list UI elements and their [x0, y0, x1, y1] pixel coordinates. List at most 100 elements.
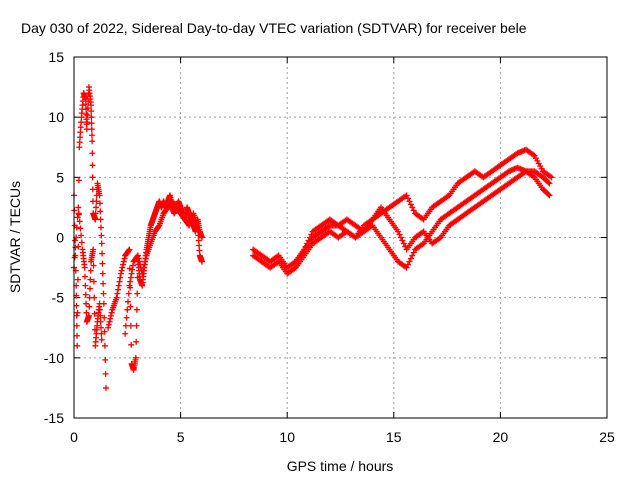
data-point-fill — [409, 204, 416, 211]
data-point-fill — [77, 134, 84, 141]
data-point-fill — [101, 328, 108, 335]
data-point-fill — [116, 278, 123, 285]
data-point-fill — [93, 204, 100, 211]
data-point — [126, 282, 133, 289]
data-point-fill — [75, 243, 82, 250]
data-point-fill — [78, 232, 85, 239]
data-point — [92, 216, 99, 223]
data-point-fill — [83, 111, 90, 118]
data-point-fill — [87, 276, 94, 283]
data-point — [126, 246, 133, 253]
data-point-fill — [73, 224, 80, 231]
data-point — [548, 174, 555, 181]
data-point — [75, 204, 82, 211]
data-point-fill — [120, 261, 127, 268]
data-point-fill — [397, 234, 404, 241]
data-point-fill — [102, 370, 109, 377]
data-point-fill — [74, 332, 81, 339]
data-point-fill — [101, 314, 108, 321]
data-point — [96, 300, 103, 307]
data-point-fill — [129, 262, 136, 269]
series-6 — [250, 164, 553, 277]
data-point-fill — [84, 119, 91, 126]
data-point-fill — [102, 356, 109, 363]
data-point-fill — [128, 270, 135, 277]
data-point-fill — [91, 294, 98, 301]
data-point-fill — [195, 227, 202, 234]
data-point-fill — [76, 139, 83, 146]
data-point-fill — [82, 273, 89, 280]
y-tick-label: -15 — [44, 410, 64, 426]
data-point-fill — [125, 298, 132, 305]
data-point-fill — [78, 119, 85, 126]
data-point-fill — [83, 116, 90, 123]
y-tick-label: -10 — [44, 350, 64, 366]
data-point-fill — [115, 286, 122, 293]
data-point-fill — [139, 267, 146, 274]
data-point-fill — [114, 290, 121, 297]
data-point-fill — [98, 224, 105, 231]
data-point-fill — [82, 291, 89, 298]
data-point — [74, 342, 81, 349]
x-tick-label: 15 — [386, 429, 402, 445]
data-point-fill — [127, 274, 134, 281]
data-point-fill — [83, 300, 90, 307]
x-axis-label: GPS time / hours — [287, 458, 394, 474]
data-point — [134, 252, 141, 259]
data-point — [102, 384, 109, 391]
data-point-fill — [93, 198, 100, 205]
data-point-fill — [107, 312, 114, 319]
data-point-fill — [410, 207, 417, 214]
data-point-fill — [133, 338, 140, 345]
data-point-fill — [73, 322, 80, 329]
chart-title: Day 030 of 2022, Sidereal Day-to-day VTE… — [21, 20, 527, 36]
data-point-fill — [97, 208, 104, 215]
data-point-fill — [83, 309, 90, 316]
data-point — [198, 234, 205, 241]
series-1 — [71, 84, 109, 391]
data-point-fill — [88, 126, 95, 133]
y-tick-label: 0 — [56, 230, 64, 246]
series-2 — [71, 204, 105, 349]
data-point-fill — [72, 237, 79, 244]
data-point-fill — [134, 290, 141, 297]
data-point — [395, 228, 402, 235]
data-point — [98, 240, 105, 247]
data-point-fill — [97, 216, 104, 223]
data-point-fill — [122, 322, 129, 329]
data-point-fill — [121, 255, 128, 262]
data-point — [113, 294, 120, 301]
data-point — [89, 138, 96, 145]
data-point-fill — [86, 303, 93, 310]
data-point-fill — [305, 237, 312, 244]
data-point-fill — [73, 312, 80, 319]
data-point-fill — [136, 258, 143, 265]
data-point-fill — [89, 150, 96, 157]
data-point-fill — [405, 195, 412, 202]
data-point-fill — [135, 255, 142, 262]
data-point-fill — [87, 267, 94, 274]
x-tick-label: 20 — [493, 429, 509, 445]
data-point-fill — [117, 274, 124, 281]
y-tick-label: 15 — [48, 49, 64, 65]
data-point-fill — [120, 258, 127, 265]
data-point-fill — [306, 234, 313, 241]
data-point-fill — [98, 324, 105, 331]
data-point-fill — [90, 278, 97, 285]
y-tick-label: 5 — [56, 169, 64, 185]
data-point-fill — [140, 264, 147, 271]
data-point-fill — [125, 290, 132, 297]
data-point-fill — [99, 250, 106, 257]
data-point — [546, 192, 553, 199]
series-7 — [292, 168, 553, 265]
data-point-fill — [86, 285, 93, 292]
data-point-fill — [82, 282, 89, 289]
data-point-fill — [82, 101, 89, 108]
series-5 — [250, 146, 555, 271]
data-point-fill — [97, 312, 104, 319]
data-point-fill — [107, 315, 114, 322]
data-point-fill — [75, 211, 82, 218]
data-point-fill — [101, 342, 108, 349]
data-point — [546, 180, 553, 187]
